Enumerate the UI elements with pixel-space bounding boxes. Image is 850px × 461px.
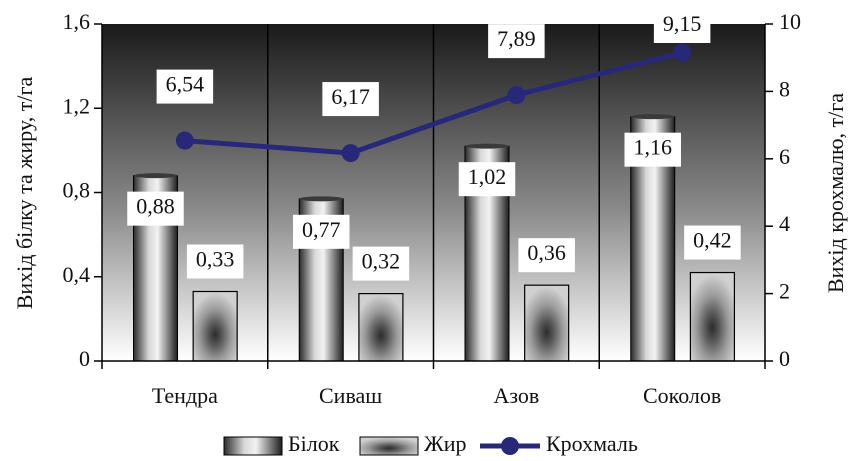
right-tick-label: 4 (779, 211, 790, 236)
category-label: Тендра (152, 383, 218, 408)
legend-label-fat: Жир (424, 431, 467, 456)
left-tick-label: 0,4 (63, 262, 91, 287)
category-separators (267, 24, 600, 361)
label-fat-text: 0,32 (362, 249, 401, 274)
label-fat-text: 0,33 (196, 247, 235, 272)
label-starch-box (156, 69, 214, 104)
label-fat-text: 0,42 (693, 228, 732, 253)
label-protein-text: 0,88 (136, 194, 175, 219)
left-axis-title: Вихід білку та жиру, т/га (12, 76, 37, 309)
right-tick-label: 6 (779, 144, 790, 169)
label-starch: 7,89 (488, 24, 545, 59)
starch-line (175, 43, 692, 163)
label-fat: 0,42 (684, 225, 741, 260)
label-starch-text: 9,15 (663, 11, 702, 36)
category-label: Соколов (643, 383, 721, 408)
bar-protein-top (630, 114, 675, 120)
label-fat-text: 0,36 (527, 240, 566, 265)
starch-point (673, 43, 692, 62)
label-protein-text: 1,16 (633, 135, 672, 160)
category-label: Сиваш (319, 383, 382, 408)
legend-marker-starch (501, 437, 519, 455)
label-starch-box (488, 24, 545, 59)
right-tick-label: 8 (779, 76, 790, 101)
legend-swatch-protein (223, 436, 283, 456)
label-protein: 0,77 (292, 214, 350, 249)
label-starch-box (653, 9, 711, 43)
label-protein-box (127, 191, 184, 226)
label-starch-text: 6,17 (331, 84, 370, 109)
bar-protein-top (464, 143, 509, 149)
legend-swatch-fat (359, 436, 419, 456)
data-labels: 0,88 0,33 6,54 0,77 0,32 6,17 1,02 0,36 7,89 1,16… (127, 9, 741, 281)
legend-label-starch: Крохмаль (546, 431, 638, 456)
label-protein-text: 0,77 (302, 217, 341, 242)
starch-point (175, 131, 194, 150)
label-starch: 6,54 (156, 69, 214, 104)
axes: 0 0,4 0,8 1,2 1,6 0 2 4 6 8 10 Тендра Сиваш Азов Сокол… (63, 9, 802, 408)
label-fat-box (518, 238, 575, 273)
label-fat: 0,33 (186, 244, 244, 279)
label-protein-box (458, 162, 516, 197)
label-starch: 9,15 (653, 9, 711, 43)
label-fat-box (186, 244, 244, 279)
legend: Білок Жир Крохмаль (223, 431, 638, 456)
label-fat-box (684, 225, 741, 260)
label-fat: 0,36 (518, 238, 575, 273)
left-tick-label: 1,2 (63, 93, 91, 118)
label-protein: 1,02 (458, 162, 516, 197)
bar-fat (689, 271, 736, 362)
bar-fat (192, 290, 238, 362)
label-protein-text: 1,02 (468, 164, 507, 189)
right-tick-label: 10 (779, 9, 801, 34)
label-starch: 6,17 (322, 82, 379, 117)
legend-label-protein: Білок (288, 431, 340, 456)
bar-protein-top (299, 196, 344, 202)
label-protein: 0,88 (127, 191, 184, 226)
label-protein: 1,16 (624, 132, 681, 167)
left-tick-label: 0 (79, 346, 90, 371)
right-tick-label: 0 (779, 346, 790, 371)
label-fat: 0,32 (352, 246, 410, 281)
starch-series-line (184, 50, 683, 156)
label-protein-box (292, 214, 350, 249)
starch-point (507, 86, 526, 105)
left-tick-label: 1,6 (63, 9, 91, 34)
bar-protein-top (133, 173, 178, 179)
label-protein-box (624, 132, 681, 167)
starch-point (341, 144, 360, 163)
bar-fat (524, 284, 570, 362)
right-tick-label: 2 (779, 279, 790, 304)
bar-fat (358, 293, 404, 362)
left-tick-label: 0,8 (63, 178, 91, 203)
category-label: Азов (493, 383, 539, 408)
label-starch-text: 6,54 (166, 72, 205, 97)
right-axis-title: Вихід крохмалю, т/га (823, 93, 848, 293)
label-fat-box (352, 246, 410, 281)
label-starch-box (322, 82, 379, 117)
label-starch-text: 7,89 (497, 26, 536, 51)
